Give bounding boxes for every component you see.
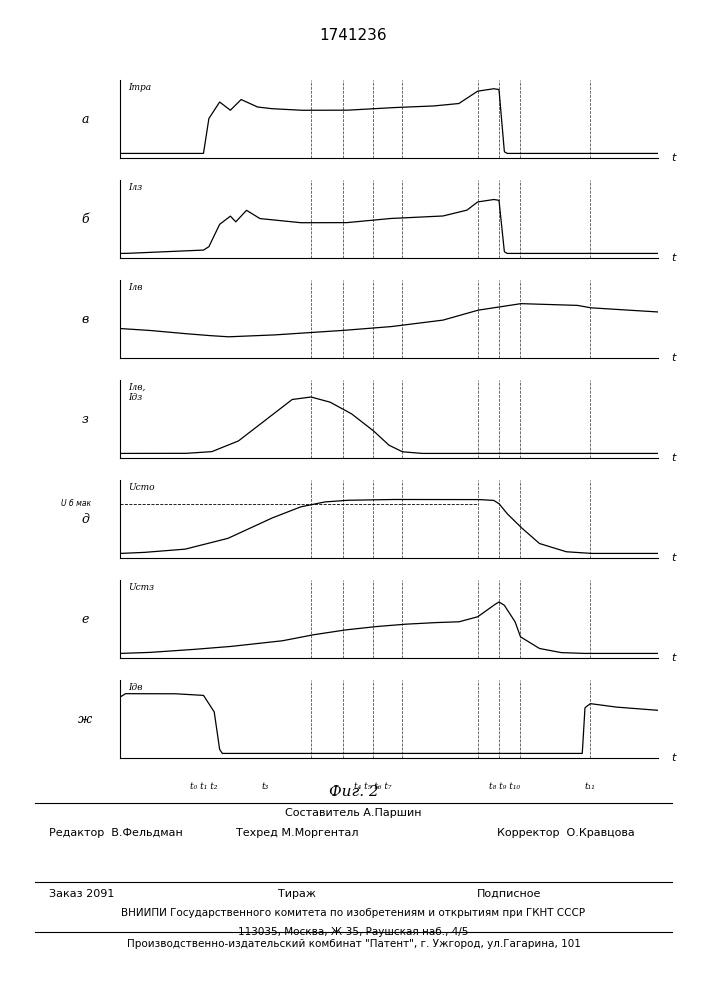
Text: Производственно-издательский комбинат "Патент", г. Ужгород, ул.Гагарина, 101: Производственно-издательский комбинат "П… [127, 939, 580, 949]
Text: t₈ t₉ t₁₀: t₈ t₉ t₁₀ [489, 782, 520, 791]
Text: Iлз: Iлз [128, 183, 142, 192]
Text: U б мак: U б мак [61, 499, 90, 508]
Text: Iлв: Iлв [128, 283, 143, 292]
Text: t₄ t₅ t₆ t₇: t₄ t₅ t₆ t₇ [354, 782, 392, 791]
Text: Uстo: Uстo [128, 483, 155, 492]
Text: Фuг. 2: Фuг. 2 [329, 785, 378, 799]
Text: в: в [81, 313, 89, 326]
Text: 1741236: 1741236 [320, 28, 387, 43]
Text: Iлв,
Iдз: Iлв, Iдз [128, 383, 146, 402]
Text: t₃: t₃ [262, 782, 269, 791]
Text: д: д [81, 513, 89, 526]
Text: 113035, Москва, Ж-35, Раушская наб., 4/5: 113035, Москва, Ж-35, Раушская наб., 4/5 [238, 927, 469, 937]
Text: t: t [671, 253, 675, 263]
Text: Заказ 2091: Заказ 2091 [49, 889, 115, 899]
Text: Iдв: Iдв [128, 683, 143, 692]
Text: Корректор  О.Кравцова: Корректор О.Кравцова [497, 828, 634, 838]
Text: з: з [82, 413, 88, 426]
Text: t: t [671, 653, 675, 663]
Text: t: t [671, 753, 675, 763]
Text: Техред М.Моргентал: Техред М.Моргентал [235, 828, 358, 838]
Text: t₀ t₁ t₂: t₀ t₁ t₂ [189, 782, 217, 791]
Text: е: е [81, 613, 89, 626]
Text: t: t [671, 453, 675, 463]
Text: б: б [81, 213, 89, 226]
Text: а: а [81, 113, 89, 126]
Text: Iтра: Iтра [128, 83, 151, 92]
Text: t: t [671, 353, 675, 363]
Text: ВНИИПИ Государственного комитета по изобретениям и открытиям при ГКНТ СССР: ВНИИПИ Государственного комитета по изоб… [122, 908, 585, 918]
Text: Редактор  В.Фельдман: Редактор В.Фельдман [49, 828, 183, 838]
Text: Uстз: Uстз [128, 583, 154, 592]
Text: Подписное: Подписное [477, 889, 542, 899]
Text: Тираж: Тираж [278, 889, 316, 899]
Text: t: t [671, 553, 675, 563]
Text: ж: ж [78, 713, 93, 726]
Text: t: t [671, 153, 675, 163]
Text: Составитель А.Паршин: Составитель А.Паршин [285, 808, 422, 818]
Text: t₁₁: t₁₁ [585, 782, 596, 791]
